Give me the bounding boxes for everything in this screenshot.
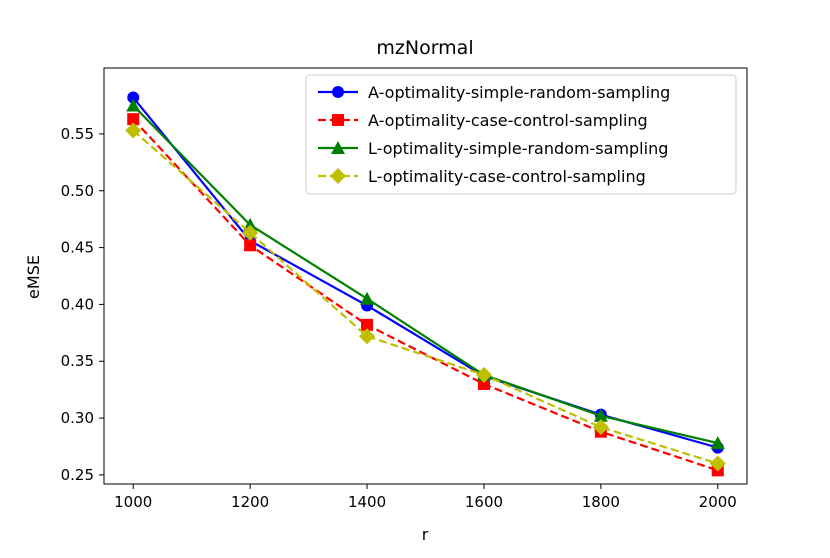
x-tick-label: 1600: [465, 493, 503, 511]
legend-label: L-optimality-simple-random-sampling: [368, 139, 668, 158]
legend-marker: [332, 86, 344, 98]
data-point: [361, 318, 374, 331]
legend-box: [305, 74, 737, 195]
data-point: [593, 408, 608, 422]
data-point: [360, 291, 375, 305]
y-tick-label: 0.35: [61, 352, 94, 370]
data-point: [244, 239, 257, 252]
legend-label: L-optimality-case-control-sampling: [368, 167, 646, 186]
legend-label: A-optimality-case-control-sampling: [368, 111, 648, 130]
data-point: [127, 91, 140, 104]
x-tick-label: 1000: [114, 493, 152, 511]
legend-marker: [332, 114, 344, 126]
legend-item: L-optimality-case-control-sampling: [318, 167, 646, 186]
y-tick-label: 0.50: [61, 182, 94, 200]
y-tick-label: 0.40: [61, 295, 94, 313]
data-point: [592, 419, 609, 436]
series-4: [125, 122, 726, 472]
x-tick-label: 1800: [582, 493, 620, 511]
x-tick-label: 2000: [699, 493, 737, 511]
data-point: [127, 113, 140, 126]
y-tick-label: 0.25: [61, 466, 94, 484]
legend-marker: [331, 141, 345, 154]
legend-item: L-optimality-simple-random-sampling: [318, 139, 668, 158]
x-tick-label: 1400: [348, 493, 386, 511]
data-point: [710, 436, 725, 450]
x-tick-label: 1200: [231, 493, 269, 511]
series-line: [132, 129, 719, 465]
data-point: [242, 224, 259, 241]
data-point: [477, 377, 490, 390]
legend-marker: [330, 168, 346, 184]
y-tick-label: 0.45: [61, 239, 94, 257]
chart-title: mzNormal: [376, 37, 473, 59]
legend-item: A-optimality-case-control-sampling: [318, 111, 648, 130]
y-tick-label: 0.55: [61, 125, 94, 143]
data-point: [709, 455, 726, 472]
data-point: [243, 217, 258, 231]
legend: A-optimality-simple-random-sampling A-opt…: [305, 74, 737, 195]
plot-area: 1000 1200 1400 1600 1800 2000 0.25 0.30 0.35 0.40…: [61, 67, 748, 511]
legend-item: A-optimality-simple-random-sampling: [318, 83, 670, 102]
data-point: [126, 98, 141, 112]
x-axis-label: r: [422, 525, 429, 544]
data-point: [475, 366, 492, 383]
y-axis-label: eMSE: [24, 255, 43, 299]
plot-frame: [103, 67, 748, 485]
data-point: [359, 328, 376, 345]
series-line: [132, 104, 719, 445]
legend-label: A-optimality-simple-random-sampling: [368, 83, 670, 102]
y-tick-label: 0.30: [61, 409, 94, 427]
data-point: [125, 122, 142, 139]
